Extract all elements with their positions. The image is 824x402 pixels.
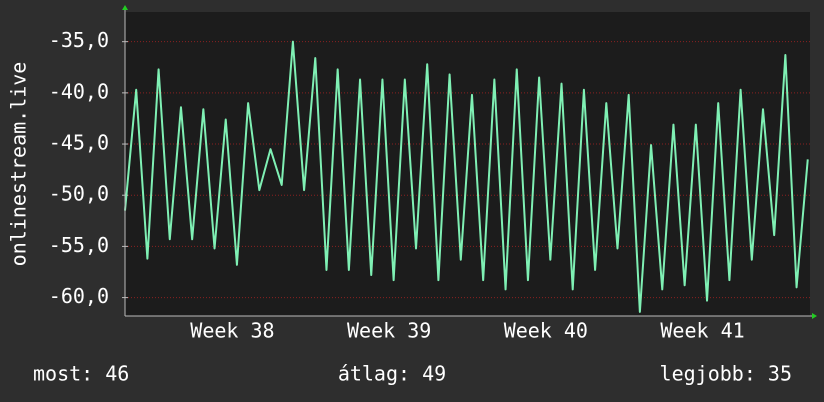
x-tick-label: Week 38	[190, 319, 274, 343]
y-tick-label: -40,0	[49, 79, 109, 103]
y-tick-label: -60,0	[49, 284, 109, 308]
x-axis-arrow	[812, 313, 817, 319]
footer-current: most: 46	[33, 362, 129, 386]
y-axis-label: onlinestream.live	[7, 62, 31, 267]
y-tick-label: -55,0	[49, 233, 109, 257]
y-tick-label: -45,0	[49, 131, 109, 155]
x-tick-label: Week 41	[660, 319, 744, 343]
x-tick-label: Week 39	[347, 319, 431, 343]
y-tick-label: -35,0	[49, 28, 109, 52]
footer-average: átlag: 49	[338, 362, 446, 386]
data-line	[124, 40, 809, 313]
y-tick-label: -50,0	[49, 182, 109, 206]
x-tick-label: Week 40	[504, 319, 588, 343]
footer-best: legjobb: 35	[660, 362, 792, 386]
y-axis-arrow	[122, 5, 128, 10]
